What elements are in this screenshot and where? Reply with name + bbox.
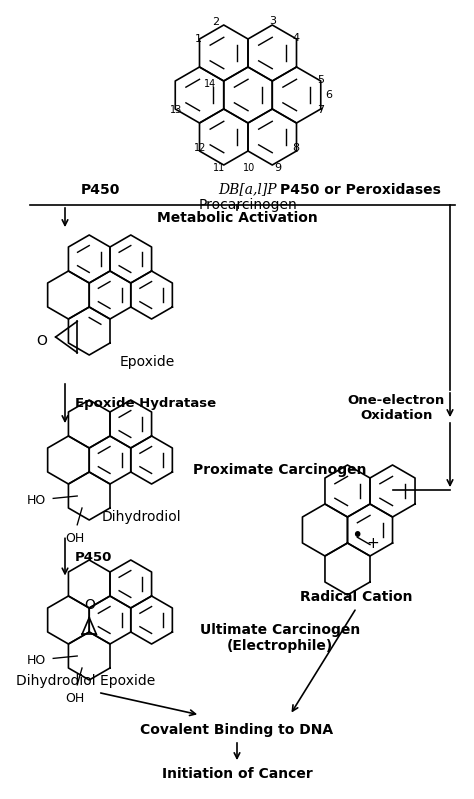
Text: Proximate Carcinogen: Proximate Carcinogen (193, 463, 367, 477)
Text: •: • (351, 526, 362, 545)
Text: 11: 11 (213, 163, 226, 173)
Text: P450: P450 (80, 183, 120, 197)
Text: Initiation of Cancer: Initiation of Cancer (162, 767, 312, 781)
Text: 1: 1 (195, 34, 202, 44)
Text: 14: 14 (204, 79, 216, 89)
Text: HO: HO (27, 654, 46, 667)
Text: 8: 8 (292, 143, 300, 153)
Text: 10: 10 (243, 163, 255, 173)
Text: P450 or Peroxidases: P450 or Peroxidases (280, 183, 440, 197)
Text: O: O (37, 334, 47, 348)
Text: One-electron
Oxidation: One-electron Oxidation (348, 394, 445, 422)
Text: Dihydrodiol: Dihydrodiol (101, 511, 181, 524)
Text: DB[a,l]P: DB[a,l]P (219, 182, 277, 196)
Text: 12: 12 (194, 143, 206, 153)
Text: 3: 3 (269, 16, 276, 26)
Text: 5: 5 (317, 74, 324, 85)
Text: (Electrophile): (Electrophile) (227, 639, 333, 653)
Text: Dihydrodiol Epoxide: Dihydrodiol Epoxide (17, 674, 155, 689)
Text: Covalent Binding to DNA: Covalent Binding to DNA (140, 723, 334, 737)
Text: 7: 7 (317, 105, 324, 115)
Text: OH: OH (65, 532, 84, 545)
Text: Epoxide Hydratase: Epoxide Hydratase (75, 397, 216, 411)
Text: OH: OH (65, 692, 84, 705)
Text: Epoxide: Epoxide (120, 355, 175, 369)
Text: P450: P450 (75, 551, 112, 564)
Text: 4: 4 (292, 33, 300, 42)
Text: 13: 13 (170, 105, 182, 115)
Text: Procarcinogen: Procarcinogen (199, 198, 297, 212)
Text: 6: 6 (325, 90, 332, 100)
Text: Metabolic Activation: Metabolic Activation (156, 211, 318, 225)
Text: HO: HO (27, 495, 46, 507)
Text: +: + (366, 535, 379, 551)
Text: Ultimate Carcinogen: Ultimate Carcinogen (200, 623, 360, 637)
Text: 2: 2 (212, 18, 219, 27)
Text: O: O (84, 598, 95, 611)
Text: 9: 9 (274, 163, 282, 173)
Text: Radical Cation: Radical Cation (300, 590, 413, 604)
